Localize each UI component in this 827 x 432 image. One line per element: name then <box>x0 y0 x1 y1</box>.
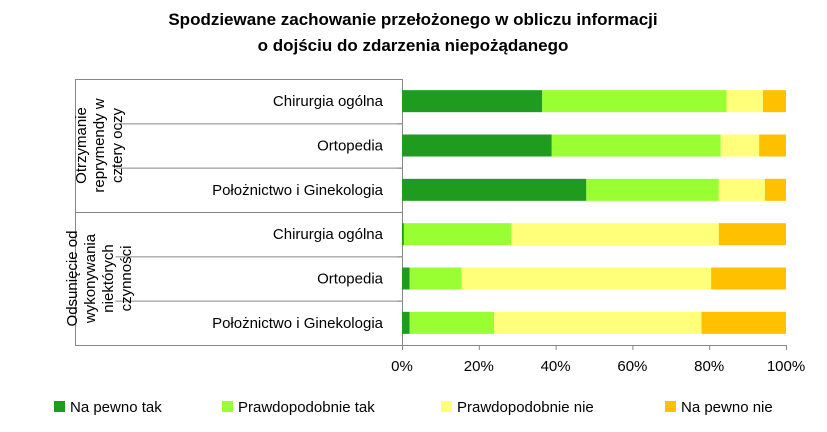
bar-segment <box>720 134 760 157</box>
bar-segment <box>461 267 712 290</box>
bar-segment <box>402 223 404 246</box>
bar-segment <box>711 267 786 290</box>
bar-segment <box>726 90 763 113</box>
bar-segment <box>586 178 719 201</box>
group-label-line: cztery oczy <box>109 107 126 183</box>
bar-segment <box>402 90 543 113</box>
x-tick-label: 20% <box>464 358 494 375</box>
category-label: Położnictwo i Ginekologia <box>212 315 384 332</box>
bar-segment <box>402 311 410 334</box>
legend-label: Na pewno nie <box>681 399 773 416</box>
category-label: Ortopedia <box>317 138 384 155</box>
bar-segment <box>403 223 512 246</box>
legend-swatch <box>665 401 676 412</box>
x-tick-label: 60% <box>617 358 647 375</box>
legend-label: Prawdopodobnie tak <box>238 399 375 416</box>
bar-segment <box>511 223 719 246</box>
category-label: Chirurgia ogólna <box>273 226 384 243</box>
x-tick-label: 80% <box>694 358 724 375</box>
bar-segment <box>402 267 410 290</box>
legend-label: Na pewno tak <box>70 399 162 416</box>
chart-bars <box>402 90 786 334</box>
bar-segment <box>409 311 495 334</box>
category-label: Chirurgia ogólna <box>273 93 384 110</box>
bar-segment <box>718 178 765 201</box>
group-label-line: Odsunięcie od <box>64 231 81 327</box>
bar-segment <box>762 90 786 113</box>
category-label: Ortopedia <box>317 271 384 288</box>
bar-segment <box>718 223 786 246</box>
bar-segment <box>701 311 786 334</box>
bar-segment <box>542 90 727 113</box>
legend-swatch <box>222 401 233 412</box>
group-label-line: wykonywania <box>82 233 99 324</box>
category-labels: Chirurgia ogólna Ortopedia Położnictwo i G… <box>212 93 384 332</box>
bar-segment <box>409 267 462 290</box>
bar-segment <box>759 134 786 157</box>
category-label: Położnictwo i Ginekologia <box>212 182 384 199</box>
chart-title: Spodziewane zachowanie przełożonego w ob… <box>168 10 657 55</box>
chart-title-line-1: Spodziewane zachowanie przełożonego w ob… <box>168 10 657 29</box>
group-label-line: niektórych <box>100 244 117 312</box>
group-labels: Otrzymaniereprymendy wcztery oczy Odsunię… <box>64 98 135 326</box>
group-label: Odsunięcie odwykonywanianiektórychczynno… <box>64 231 135 327</box>
bar-segment <box>402 178 587 201</box>
group-label-line: reprymendy w <box>91 98 108 192</box>
bar-segment <box>494 311 702 334</box>
group-label-line: Otrzymanie <box>73 107 90 184</box>
group-label-line: czynności <box>118 246 135 312</box>
x-axis-tick-labels: 0% 20% 40% 60% 80% 100% <box>391 358 805 375</box>
bar-segment <box>402 134 552 157</box>
x-tick-label: 100% <box>767 358 805 375</box>
chart-legend: Na pewno tak Prawdopodobnie tak Prawdopodo… <box>54 399 773 416</box>
bar-segment <box>551 134 721 157</box>
chart-title-line-2: o dojściu do zdarzenia niepożądanego <box>258 36 569 55</box>
group-label: Otrzymaniereprymendy wcztery oczy <box>73 98 126 192</box>
legend-swatch <box>54 401 65 412</box>
x-tick-label: 0% <box>391 358 413 375</box>
chart-axes <box>75 79 787 350</box>
legend-swatch <box>441 401 452 412</box>
x-tick-label: 40% <box>541 358 571 375</box>
legend-label: Prawdopodobnie nie <box>457 399 594 416</box>
bar-segment <box>764 178 786 201</box>
